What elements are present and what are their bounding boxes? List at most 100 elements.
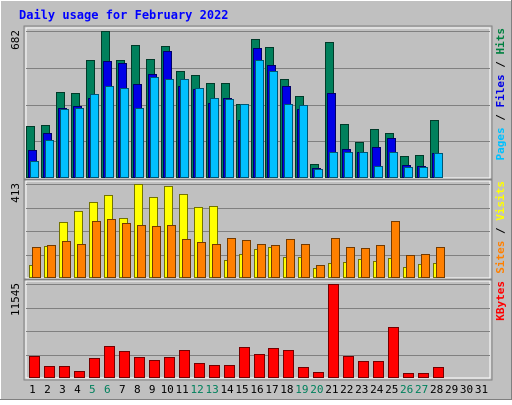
bar-sites-day-16: Sites 16: 150 xyxy=(257,244,266,278)
bar-pages-day-10: Pages 10: 458 xyxy=(165,79,174,178)
x-tick-label: 22 xyxy=(340,383,353,396)
bar-sites-day-20: Sites 20: 58 xyxy=(316,265,325,278)
x-tick-label: 4 xyxy=(74,383,81,396)
bar-sites-day-2: Sites 2: 146 xyxy=(47,245,56,278)
bar-sites-day-9: Sites 9: 227 xyxy=(152,226,161,278)
x-tick-label: 25 xyxy=(385,383,398,396)
bar-kbytes-day-24: KBytes 24: 2100 xyxy=(373,361,384,378)
x-tick-label: 14 xyxy=(220,383,234,396)
x-tick-label: 31 xyxy=(475,383,488,396)
bar-pages-day-13: Pages 13: 373 xyxy=(210,98,219,178)
chart-panel-3: 11545 KBytes KBytes 1: 2700KBytes 2: 1500K… xyxy=(9,278,507,381)
bar-pages-day-11: Pages 11: 460 xyxy=(180,79,189,178)
series-pages: Pages 1: 77 Pages 2: 175 Pages 3: 322 Pages… xyxy=(30,60,443,178)
bar-kbytes-day-19: KBytes 19: 1300 xyxy=(298,367,309,378)
bar-kbytes-day-26: KBytes 26: 590 xyxy=(403,373,414,378)
bar-pages-day-21: Pages 21: 119 xyxy=(329,152,338,178)
y-axis-max-label: 413 xyxy=(9,183,22,203)
bar-sites-day-10: Sites 10: 233 xyxy=(167,225,176,278)
bar-pages-day-28: Pages 28: 114 xyxy=(434,153,443,178)
x-tick-label: 5 xyxy=(89,383,96,396)
x-tick-label: 19 xyxy=(295,383,308,396)
bar-pages-day-3: Pages 3: 322 xyxy=(60,109,69,178)
bar-pages-day-9: Pages 9: 469 xyxy=(150,77,159,178)
bar-pages-day-26: Pages 26: 52 xyxy=(404,167,413,178)
bar-pages-day-12: Pages 12: 419 xyxy=(195,88,204,178)
bar-kbytes-day-5: KBytes 5: 2400 xyxy=(89,358,100,378)
bar-kbytes-day-25: KBytes 25: 6250 xyxy=(388,327,399,378)
legend-entry: Sites xyxy=(494,241,507,274)
bar-sites-day-4: Sites 4: 150 xyxy=(77,244,86,278)
bar-pages-day-25: Pages 25: 120 xyxy=(389,152,398,178)
legend-entry: KBytes xyxy=(494,281,507,321)
bar-sites-day-15: Sites 15: 167 xyxy=(242,240,251,278)
bar-sites-day-14: Sites 14: 176 xyxy=(227,238,236,278)
bar-kbytes-day-28: KBytes 28: 1300 xyxy=(433,367,444,378)
bar-kbytes-day-15: KBytes 15: 3800 xyxy=(239,347,250,378)
bar-pages-day-18: Pages 18: 345 xyxy=(284,104,293,178)
bar-pages-day-2: Pages 2: 175 xyxy=(45,140,54,178)
bar-kbytes-day-10: KBytes 10: 2550 xyxy=(164,357,175,378)
bar-pages-day-5: Pages 5: 392 xyxy=(90,94,99,178)
bar-kbytes-day-11: KBytes 11: 3500 xyxy=(179,350,190,378)
bar-kbytes-day-27: KBytes 27: 590 xyxy=(418,373,429,378)
x-tick-label: 27 xyxy=(415,383,428,396)
bar-sites-day-13: Sites 13: 150 xyxy=(212,244,221,278)
bar-kbytes-day-7: KBytes 7: 3300 xyxy=(119,351,130,378)
bar-pages-day-22: Pages 22: 119 xyxy=(344,152,353,178)
bar-sites-day-26: Sites 26: 103 xyxy=(406,255,415,278)
bar-pages-day-27: Pages 27: 49 xyxy=(419,167,428,178)
x-tick-label: 28 xyxy=(430,383,443,396)
bar-kbytes-day-6: KBytes 6: 3987 xyxy=(104,346,115,378)
x-tick-label: 18 xyxy=(280,383,293,396)
x-tick-label: 17 xyxy=(265,383,278,396)
bar-kbytes-day-4: KBytes 4: 900 xyxy=(74,371,85,378)
x-tick-label: 12 xyxy=(191,383,204,396)
bar-kbytes-day-20: KBytes 20: 760 xyxy=(313,372,324,378)
bar-pages-day-6: Pages 6: 425 xyxy=(105,86,114,178)
bar-pages-day-8: Pages 8: 323 xyxy=(135,108,144,178)
bar-kbytes-day-12: KBytes 12: 1800 xyxy=(194,363,205,378)
bar-sites-day-1: Sites 1: 137 xyxy=(32,247,41,278)
x-tick-label: 10 xyxy=(161,383,174,396)
bar-kbytes-day-16: KBytes 16: 2950 xyxy=(254,354,265,378)
x-tick-label: 30 xyxy=(460,383,473,396)
bar-sites-day-17: Sites 17: 145 xyxy=(271,245,280,278)
bar-pages-day-23: Pages 23: 120 xyxy=(359,152,368,178)
x-tick-label: 16 xyxy=(250,383,263,396)
y-axis-max-label: 11545 xyxy=(9,283,22,316)
bar-kbytes-day-13: KBytes 13: 1650 xyxy=(209,365,220,378)
legend-text: Sites / Visits xyxy=(494,181,507,274)
legend-entry: / xyxy=(494,108,507,128)
x-tick-label: 24 xyxy=(370,383,384,396)
bar-sites-day-12: Sites 12: 159 xyxy=(197,242,206,278)
x-tick-label: 6 xyxy=(104,383,111,396)
x-tick-label: 21 xyxy=(325,383,338,396)
x-tick-label: 3 xyxy=(59,383,66,396)
x-tick-label: 1 xyxy=(29,383,36,396)
legend-text: KBytes xyxy=(494,281,507,321)
chart-title: Daily usage for February 2022 xyxy=(19,8,229,22)
bar-kbytes-day-21: KBytes 21: 11545 xyxy=(328,284,339,378)
bar-sites-day-3: Sites 3: 162 xyxy=(62,241,71,278)
bar-sites-day-18: Sites 18: 171 xyxy=(286,239,295,278)
series-kbytes: KBytes 1: 2700 KBytes 2: 1500 KBytes 3: 15… xyxy=(29,284,444,378)
y-axis-max-label: 682 xyxy=(9,30,22,50)
bar-sites-day-5: Sites 5: 251 xyxy=(92,221,101,278)
bar-sites-day-25: Sites 25: 252 xyxy=(391,221,400,278)
bar-kbytes-day-1: KBytes 1: 2700 xyxy=(29,356,40,378)
bar-pages-day-24: Pages 24: 56 xyxy=(374,166,383,178)
bar-sites-day-8: Sites 8: 234 xyxy=(137,225,146,278)
x-tick-label: 9 xyxy=(149,383,156,396)
bar-sites-day-19: Sites 19: 148 xyxy=(301,244,310,278)
bar-sites-day-11: Sites 11: 173 xyxy=(182,239,191,278)
panel-frame xyxy=(23,25,493,181)
bar-pages-day-19: Pages 19: 339 xyxy=(299,105,308,178)
legend-entry: Files xyxy=(494,74,507,107)
x-tick-label: 13 xyxy=(205,383,218,396)
bar-kbytes-day-22: KBytes 22: 2700 xyxy=(343,356,354,378)
